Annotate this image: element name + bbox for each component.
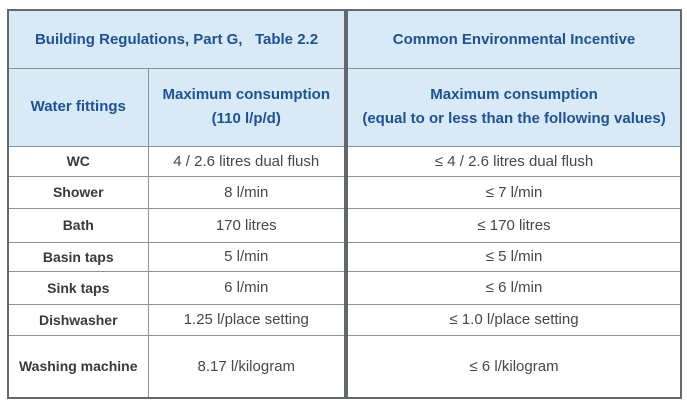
fitting-name: Sink taps — [7, 270, 149, 305]
table-row: Bath 170 litres ≤ 170 litres — [7, 207, 682, 243]
table-row: Washing machine 8.17 l/kilogram ≤ 6 l/ki… — [7, 334, 682, 399]
table-row: Dishwasher 1.25 l/place setting ≤ 1.0 l/… — [7, 303, 682, 336]
water-consumption-table: Building Regulations, Part G, Table 2.2 … — [7, 9, 683, 399]
column-header-incentive-consumption: Maximum consumption (equal to or less th… — [344, 67, 682, 147]
column-header-water-fittings: Water fittings — [7, 67, 149, 147]
regulation-value: 170 litres — [147, 207, 347, 243]
table-title-row: Building Regulations, Part G, Table 2.2 … — [7, 9, 682, 69]
incentive-value: ≤ 170 litres — [344, 207, 682, 243]
incentive-value: ≤ 4 / 2.6 litres dual flush — [344, 145, 682, 177]
fitting-name: Washing machine — [7, 334, 149, 399]
regulation-header-line1: Maximum consumption — [162, 86, 331, 103]
column-header-regulation-consumption: Maximum consumption (110 l/p/d) — [147, 67, 347, 147]
regulation-value: 6 l/min — [147, 270, 347, 305]
fitting-name: Dishwasher — [7, 303, 149, 336]
fitting-name: Shower — [7, 175, 149, 209]
regulation-header-line2: (110 l/p/d) — [211, 110, 281, 127]
table-row: Basin taps 5 l/min ≤ 5 l/min — [7, 241, 682, 272]
regulation-value: 4 / 2.6 litres dual flush — [147, 145, 347, 177]
right-table-title: Common Environmental Incentive — [344, 9, 682, 69]
table-row: WC 4 / 2.6 litres dual flush ≤ 4 / 2.6 l… — [7, 145, 682, 177]
incentive-header-line1: Maximum consumption — [430, 86, 598, 103]
incentive-value: ≤ 7 l/min — [344, 175, 682, 209]
table-header-row: Water fittings Maximum consumption (110 … — [7, 67, 682, 147]
regulation-value: 8 l/min — [147, 175, 347, 209]
incentive-value: ≤ 6 l/kilogram — [344, 334, 682, 399]
fitting-name: WC — [7, 145, 149, 177]
incentive-header-line2: (equal to or less than the following val… — [362, 110, 666, 127]
fitting-name: Bath — [7, 207, 149, 243]
regulation-value: 1.25 l/place setting — [147, 303, 347, 336]
table-row: Sink taps 6 l/min ≤ 6 l/min — [7, 270, 682, 305]
incentive-value: ≤ 5 l/min — [344, 241, 682, 272]
left-table-title: Building Regulations, Part G, Table 2.2 — [7, 9, 347, 69]
regulation-value: 8.17 l/kilogram — [147, 334, 347, 399]
incentive-value: ≤ 1.0 l/place setting — [344, 303, 682, 336]
fitting-name: Basin taps — [7, 241, 149, 272]
table-row: Shower 8 l/min ≤ 7 l/min — [7, 175, 682, 209]
regulation-value: 5 l/min — [147, 241, 347, 272]
incentive-value: ≤ 6 l/min — [344, 270, 682, 305]
